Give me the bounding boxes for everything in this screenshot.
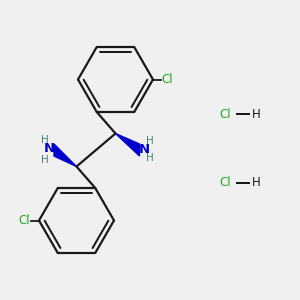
Text: H: H [252, 107, 261, 121]
Text: H: H [146, 136, 153, 146]
Text: H: H [252, 176, 261, 190]
Polygon shape [54, 144, 76, 167]
Text: Cl: Cl [19, 214, 30, 227]
Text: Cl: Cl [162, 73, 173, 86]
Text: N: N [44, 142, 55, 155]
Text: Cl: Cl [219, 176, 231, 190]
Polygon shape [116, 134, 140, 156]
Text: H: H [41, 135, 49, 146]
Text: H: H [146, 153, 153, 163]
Text: Cl: Cl [219, 107, 231, 121]
Text: N: N [139, 142, 150, 156]
Text: H: H [41, 154, 49, 165]
